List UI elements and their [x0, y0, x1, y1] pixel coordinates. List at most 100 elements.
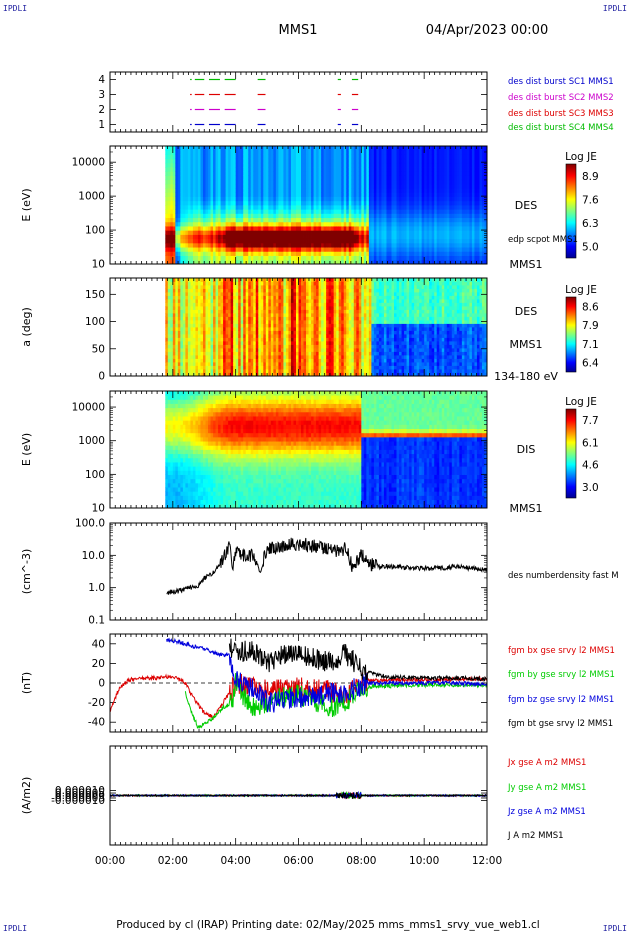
des-energy-cell — [419, 179, 423, 185]
des-energy-cell — [197, 209, 201, 214]
des-energy-cell — [429, 205, 433, 210]
des-energy-cell — [165, 255, 169, 261]
des-pitch-cell — [180, 288, 184, 293]
des-pitch-cell — [218, 295, 221, 300]
des-pitch-cell — [205, 369, 209, 373]
des-energy-cell — [333, 162, 337, 168]
des-energy-cell — [351, 209, 355, 214]
des-energy-cell — [265, 205, 269, 210]
des-energy-cell — [187, 242, 191, 248]
des-energy-cell — [255, 171, 259, 176]
des-energy-cell — [348, 234, 352, 240]
des-energy-cell — [479, 234, 483, 240]
des-energy-cell — [238, 226, 242, 231]
des-pitch-cell — [238, 334, 242, 338]
des-energy-cell — [441, 234, 445, 240]
des-energy-cell — [306, 209, 309, 214]
des-energy-cell — [298, 251, 302, 256]
des-energy-cell — [469, 238, 473, 244]
des-pitch-cell — [177, 323, 181, 328]
des-energy-cell — [306, 205, 309, 210]
des-energy-cell — [378, 146, 382, 151]
des-energy-cell — [165, 188, 169, 193]
des-energy-cell — [361, 192, 365, 197]
des-energy-cell — [260, 171, 264, 176]
des-energy-cell — [421, 247, 425, 252]
des-energy-cell — [429, 247, 433, 252]
des-energy-cell — [273, 259, 277, 265]
des-energy-cell — [356, 209, 360, 214]
des-energy-cell — [306, 167, 309, 172]
des-energy-cell — [215, 255, 219, 261]
des-energy-cell — [336, 234, 340, 240]
des-energy-cell — [177, 234, 181, 240]
des-energy-cell — [165, 175, 169, 181]
des-energy-cell — [328, 205, 332, 210]
des-energy-cell — [268, 171, 272, 176]
des-energy-cell — [316, 205, 319, 210]
des-energy-cell — [424, 238, 428, 244]
des-energy-cell — [208, 217, 211, 223]
des-energy-cell — [323, 226, 327, 231]
des-pitch-cell — [253, 337, 257, 342]
des-energy-cell — [429, 183, 433, 189]
des-energy-cell — [318, 209, 322, 214]
des-energy-cell — [245, 146, 249, 151]
des-pitch-cell — [250, 309, 254, 314]
des-energy-cell — [381, 242, 385, 248]
des-energy-cell — [474, 158, 478, 164]
des-energy-cell — [290, 205, 294, 210]
des-energy-cell — [301, 192, 304, 197]
des-energy-cell — [233, 154, 237, 160]
des-energy-cell — [202, 217, 206, 223]
des-energy-cell — [456, 171, 460, 176]
des-pitch-cell — [180, 278, 184, 282]
des-energy-cell — [471, 259, 475, 265]
des-energy-cell — [233, 209, 237, 214]
des-energy-cell — [399, 209, 402, 214]
des-pitch-cell — [220, 344, 224, 349]
des-pitch-cell — [243, 348, 247, 352]
des-energy-cell — [321, 162, 325, 168]
des-energy-cell — [238, 179, 242, 185]
des-energy-cell — [474, 171, 478, 176]
des-pitch-cell — [225, 334, 229, 338]
des-energy-cell — [273, 154, 277, 160]
des-energy-cell — [195, 175, 199, 181]
des-energy-cell — [265, 188, 269, 193]
des-energy-cell — [479, 146, 483, 151]
des-energy-cell — [182, 150, 186, 155]
des-energy-cell — [316, 192, 319, 197]
des-energy-cell — [205, 154, 209, 160]
des-energy-cell — [328, 171, 332, 176]
des-energy-cell — [391, 154, 395, 160]
des-energy-cell — [202, 200, 206, 206]
des-energy-cell — [338, 179, 342, 185]
des-energy-cell — [459, 167, 463, 172]
des-energy-cell — [165, 242, 169, 248]
des-energy-cell — [449, 167, 453, 172]
des-pitch-cell — [197, 372, 201, 377]
des-energy-cell — [283, 217, 287, 223]
des-energy-cell — [394, 196, 397, 202]
des-energy-cell — [411, 200, 415, 206]
des-energy-cell — [323, 150, 327, 155]
des-energy-cell — [278, 200, 282, 206]
des-energy-cell — [348, 255, 352, 261]
des-energy-cell — [195, 192, 199, 197]
des-energy-cell — [391, 171, 395, 176]
des-pitch-cell — [220, 355, 224, 359]
des-energy-cell — [182, 226, 186, 231]
des-pitch-cell — [170, 372, 174, 377]
des-pitch-cell — [230, 309, 234, 314]
des-energy-cell — [331, 217, 335, 223]
des-energy-cell — [303, 213, 307, 219]
des-pitch-cell — [180, 292, 184, 296]
des-energy-cell — [243, 158, 247, 164]
des-energy-cell — [260, 205, 264, 210]
des-pitch-cell — [205, 316, 209, 321]
des-energy-cell — [220, 196, 224, 202]
des-pitch-cell — [165, 348, 169, 352]
des-energy-cell — [436, 247, 440, 252]
des-pitch-cell — [240, 369, 244, 373]
